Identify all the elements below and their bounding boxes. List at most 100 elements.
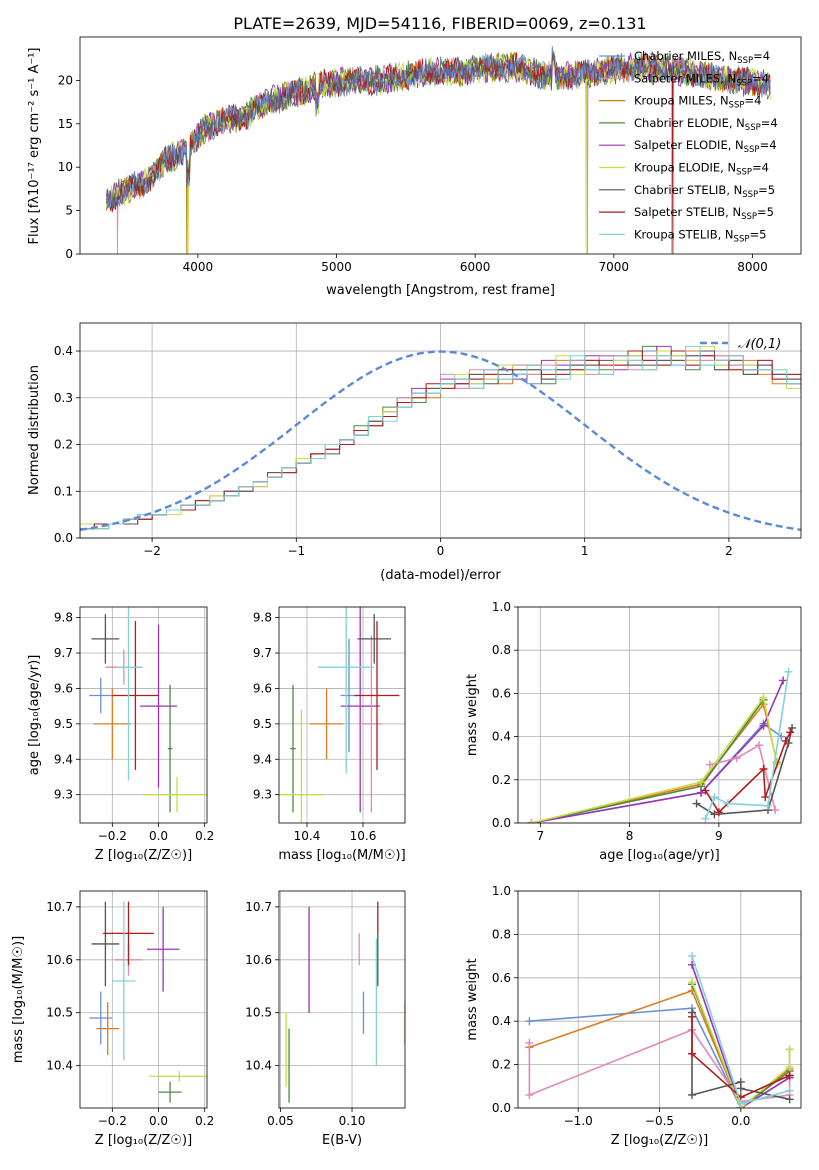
weight-line bbox=[691, 964, 791, 1108]
weight-series bbox=[527, 667, 797, 823]
y-tick-label: 10.4 bbox=[46, 1059, 73, 1073]
x-tick-label: 0.0 bbox=[149, 829, 168, 843]
y-tick-label: 0.2 bbox=[492, 773, 511, 787]
x-axis-label: mass [log₁₀(M/M☉)] bbox=[278, 848, 405, 863]
legend-entry: 𝒩(0,1) bbox=[738, 337, 781, 352]
histogram-step bbox=[80, 345, 801, 538]
weight-marker bbox=[761, 793, 770, 802]
x-tick-label: 0 bbox=[437, 544, 445, 558]
weight-marker bbox=[759, 693, 768, 702]
errorbars bbox=[285, 901, 405, 1103]
y-tick-label: 0 bbox=[65, 247, 73, 261]
y-tick-label: 0.8 bbox=[492, 643, 511, 657]
weight-marker bbox=[755, 741, 764, 750]
y-tick-label: 10.7 bbox=[245, 900, 272, 914]
weight-marker bbox=[525, 1017, 534, 1026]
x-tick-label: 0.10 bbox=[339, 1114, 366, 1128]
x-tick-label: 9 bbox=[715, 829, 723, 843]
x-tick-label: 0.2 bbox=[195, 829, 214, 843]
weight-marker bbox=[781, 736, 790, 745]
weight-marker bbox=[732, 754, 741, 763]
weight-marker bbox=[688, 1012, 697, 1021]
y-tick-label: 0.0 bbox=[54, 531, 73, 545]
weight-marker bbox=[736, 1084, 745, 1093]
axes-frame bbox=[79, 36, 802, 255]
y-tick-label: 10.5 bbox=[245, 1006, 272, 1020]
x-tick-label: 0.05 bbox=[267, 1114, 294, 1128]
weight-marker bbox=[763, 801, 772, 810]
y-tick-label: 0.2 bbox=[492, 1058, 511, 1072]
y-tick-label: 20 bbox=[58, 73, 73, 87]
x-tick-label: 5000 bbox=[321, 260, 352, 274]
weight-marker bbox=[785, 1071, 794, 1080]
y-tick-label: 9.4 bbox=[253, 752, 272, 766]
legend-entry: Kroupa STELIB, NSSP=5 bbox=[634, 227, 766, 244]
weight-marker bbox=[688, 1090, 697, 1099]
spectrum-lines bbox=[105, 46, 771, 254]
y-tick-label: 10.7 bbox=[46, 900, 73, 914]
spectrum-series bbox=[105, 52, 771, 208]
weight-marker bbox=[697, 788, 706, 797]
y-tick-label: 9.6 bbox=[253, 681, 272, 695]
weight-marker bbox=[701, 814, 710, 823]
y-tick-label: 15 bbox=[58, 117, 73, 131]
y-axis-label: age [log₁₀(age/yr)] bbox=[27, 655, 42, 776]
weight-line bbox=[531, 722, 782, 823]
y-axis-label: mass weight bbox=[465, 958, 480, 1040]
y-axis-label: mass weight bbox=[465, 674, 480, 756]
axes-frame bbox=[278, 890, 406, 1109]
x-tick-label: 0.2 bbox=[195, 1114, 214, 1128]
legend-entry: Salpeter ELODIE, NSSP=4 bbox=[634, 138, 777, 155]
weight-marker bbox=[779, 676, 788, 685]
legend-entry: Kroupa MILES, NSSP=4 bbox=[634, 94, 761, 111]
x-tick-label: 2 bbox=[725, 544, 733, 558]
x-tick-label: −1 bbox=[287, 544, 305, 558]
spectrum-panel: 4000 5000 6000 7000 8000 0 5 10 15 20 wavelength [… bbox=[27, 36, 802, 298]
legend-entry: Kroupa ELODIE, NSSP=4 bbox=[634, 161, 769, 178]
x-tick-label: −0.2 bbox=[98, 829, 127, 843]
weight-marker bbox=[527, 819, 536, 823]
legend-entry: Chabrier MILES, NSSP=4 bbox=[634, 49, 770, 66]
x-axis-label: Z [log₁₀(Z/Z☉)] bbox=[95, 1133, 192, 1148]
weight-marker bbox=[785, 1045, 794, 1054]
weight-line bbox=[529, 989, 791, 1108]
x-axis-label: Z [log₁₀(Z/Z☉)] bbox=[611, 1133, 708, 1148]
x-tick-label: 10.6 bbox=[350, 829, 377, 843]
y-tick-label: 0.4 bbox=[54, 344, 73, 358]
y-tick-label: 9.4 bbox=[54, 752, 73, 766]
y-tick-label: 9.3 bbox=[253, 788, 272, 802]
y-tick-label: 0.8 bbox=[492, 927, 511, 941]
weight-marker bbox=[525, 1038, 534, 1047]
weight-vs-metallicity-panel: −1.0 −0.5 0.0 0.0 0.2 0.4 0.6 0.8 1.0 Z [log₁₀(Z/… bbox=[465, 884, 802, 1148]
axes-frame bbox=[517, 606, 802, 824]
y-tick-label: 10.4 bbox=[245, 1059, 272, 1073]
y-tick-label: 9.3 bbox=[54, 788, 73, 802]
y-tick-label: 1.0 bbox=[492, 600, 511, 614]
x-axis-label: wavelength [Angstrom, rest frame] bbox=[326, 283, 555, 298]
y-tick-label: 10.5 bbox=[46, 1006, 73, 1020]
weight-marker bbox=[688, 978, 697, 987]
errorbars bbox=[89, 901, 207, 1103]
weight-marker bbox=[710, 810, 719, 819]
normal-curve bbox=[80, 350, 801, 531]
weight-vs-age-panel: 7 8 9 0.0 0.2 0.4 0.6 0.8 1.0 age [log₁₀(age/yr)]… bbox=[465, 600, 802, 863]
y-axis-label: Normed distribution bbox=[27, 365, 42, 495]
y-tick-label: 0.0 bbox=[492, 1101, 511, 1115]
weight-marker bbox=[710, 793, 719, 802]
weight-marker bbox=[759, 765, 768, 773]
x-tick-label: 8000 bbox=[737, 260, 768, 274]
weight-series bbox=[525, 952, 794, 1108]
weight-marker bbox=[785, 1062, 794, 1071]
x-tick-label: 7 bbox=[536, 829, 544, 843]
y-tick-label: 9.5 bbox=[253, 717, 272, 731]
y-tick-label: 9.8 bbox=[253, 611, 272, 625]
y-axis-label: Flux [fλ10⁻¹⁷ erg cm⁻² s⁻¹ A⁻¹] bbox=[27, 48, 42, 245]
legend-entry: Chabrier STELIB, NSSP=5 bbox=[634, 183, 775, 200]
histogram-step bbox=[80, 345, 801, 538]
weight-marker bbox=[723, 799, 732, 808]
x-tick-label: 8 bbox=[626, 829, 634, 843]
x-tick-label: −2 bbox=[143, 544, 161, 558]
spectrum-series bbox=[106, 46, 771, 209]
weight-marker bbox=[714, 808, 723, 817]
x-tick-label: 0.0 bbox=[731, 1114, 750, 1128]
